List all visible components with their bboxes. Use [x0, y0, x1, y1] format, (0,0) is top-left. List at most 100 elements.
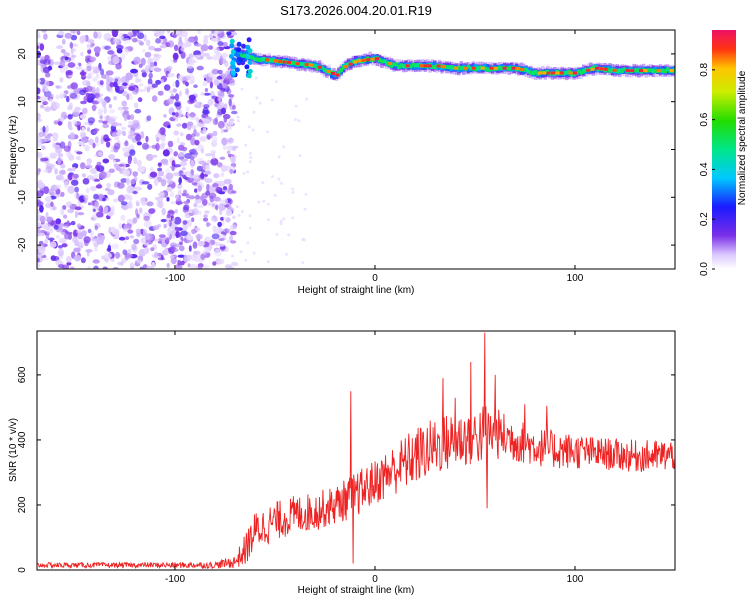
noise-cell-1050 [104, 252, 112, 259]
noise-cell-1220 [149, 61, 155, 68]
noise-cell-1208 [44, 239, 48, 244]
ridge-cell-662 [498, 65, 502, 70]
ridge-cell-613 [380, 59, 384, 64]
noise-cell-1172 [180, 158, 189, 162]
noise-cell-494 [177, 259, 182, 266]
noise-cell-608 [72, 120, 78, 125]
noise-cell-1436 [112, 31, 118, 38]
noise-cell-21 [173, 151, 178, 157]
snr-y-axis: 0 200 400 600 [17, 366, 675, 573]
noise-cell-1504 [261, 181, 265, 184]
noise-cell-666 [42, 125, 46, 133]
noise-cell-1386 [113, 163, 119, 168]
noise-cell-1178 [122, 249, 128, 256]
noise-cell-1086 [121, 100, 127, 107]
noise-cell-1383 [123, 110, 129, 115]
ridge-cell-696 [579, 70, 583, 75]
noise-cell-647 [85, 85, 94, 92]
noise-cell-1079 [229, 30, 236, 33]
noise-cell-1011 [120, 201, 128, 206]
noise-cell-43 [167, 140, 174, 148]
noise-cell-32 [175, 263, 183, 269]
noise-cell-1116 [180, 46, 185, 52]
noise-cell-791 [172, 33, 177, 39]
noise-cell-938 [118, 33, 124, 41]
noise-cell-1372 [38, 232, 45, 237]
noise-cell-1449 [93, 172, 99, 179]
noise-cell-1517 [291, 190, 295, 194]
noise-cell-1181 [140, 237, 146, 244]
noise-cell-1232 [76, 212, 85, 216]
noise-cell-1124 [173, 164, 182, 168]
noise-cell-1167 [227, 125, 233, 130]
noise-cell-1069 [137, 32, 145, 40]
noise-cell-1379 [93, 46, 101, 53]
noise-cell-923 [86, 65, 92, 72]
noise-cell-1411 [195, 117, 200, 123]
ridge-cell-737 [273, 59, 278, 63]
noise-cell-1305 [133, 102, 139, 109]
noise-cell-265 [203, 92, 211, 96]
noise-cell-1065 [174, 102, 181, 107]
noise-cell-1535 [277, 155, 281, 159]
noise-cell-664 [88, 202, 92, 206]
noise-cell-635 [211, 95, 218, 100]
ridge-cell-576 [291, 60, 295, 65]
noise-cell-159 [191, 125, 197, 129]
noise-cell-1092 [166, 263, 170, 268]
noise-cell-274 [77, 124, 81, 131]
noise-cell-1526 [231, 254, 235, 258]
ridge-cell-586 [315, 66, 319, 71]
noise-cell-1243 [37, 179, 43, 188]
noise-cell-1528 [249, 151, 252, 155]
noise-cell-1444 [166, 213, 171, 219]
noise-cell-358 [178, 177, 182, 185]
noise-cell-454 [55, 94, 60, 100]
ridge-cell-739 [282, 60, 287, 64]
noise-cell-1334 [194, 198, 202, 204]
noise-cell-822 [148, 83, 152, 88]
noise-cell-671 [178, 144, 185, 151]
noise-cell-488 [149, 167, 154, 172]
noise-cell-1323 [187, 177, 195, 184]
noise-cell-1458 [81, 69, 85, 77]
noise-cell-978 [232, 146, 237, 151]
noise-cell-585 [86, 127, 91, 132]
noise-cell-1400 [184, 170, 191, 177]
noise-cell-216 [120, 52, 126, 61]
noise-cell-1496 [188, 195, 196, 200]
snr-x-axis: -100 0 100 [165, 331, 584, 585]
noise-cell-1424 [42, 66, 51, 74]
noise-cell-1093 [202, 109, 210, 115]
ridge-cell-720 [637, 68, 641, 73]
noise-cell-1473 [72, 108, 80, 116]
noise-cell-927 [143, 34, 147, 42]
ridge-cell-741 [295, 62, 300, 66]
noise-cell-1342 [204, 116, 213, 122]
noise-cell-1557 [246, 241, 250, 245]
noise-cell-1498 [205, 164, 210, 170]
noise-cell-1159 [99, 115, 103, 120]
ridge-cell-612 [378, 58, 382, 63]
noise-cell-801 [187, 219, 192, 228]
noise-cell-1202 [188, 148, 197, 155]
noise-cell-1463 [196, 165, 203, 172]
noise-cell-435 [203, 37, 209, 46]
ridge-cell-719 [634, 68, 639, 73]
noise-cell-73 [208, 45, 214, 50]
noise-cell-219 [108, 104, 113, 109]
noise-cell-1009 [53, 224, 59, 230]
ridge-cell-775 [546, 71, 551, 75]
noise-cell-202 [163, 223, 167, 229]
noise-cell-1256 [37, 263, 41, 268]
noise-cell-530 [76, 223, 82, 229]
noise-cell-1340 [96, 238, 104, 245]
ridge-cell-619 [394, 62, 399, 67]
noise-cell-1347 [64, 32, 73, 39]
noise-cell-1140 [160, 135, 166, 142]
noise-cell-725 [97, 232, 102, 240]
noise-cell-1396 [146, 115, 152, 122]
spectrogram-x-tick-label-0: -100 [165, 273, 185, 284]
noise-cell-1018 [136, 159, 142, 167]
